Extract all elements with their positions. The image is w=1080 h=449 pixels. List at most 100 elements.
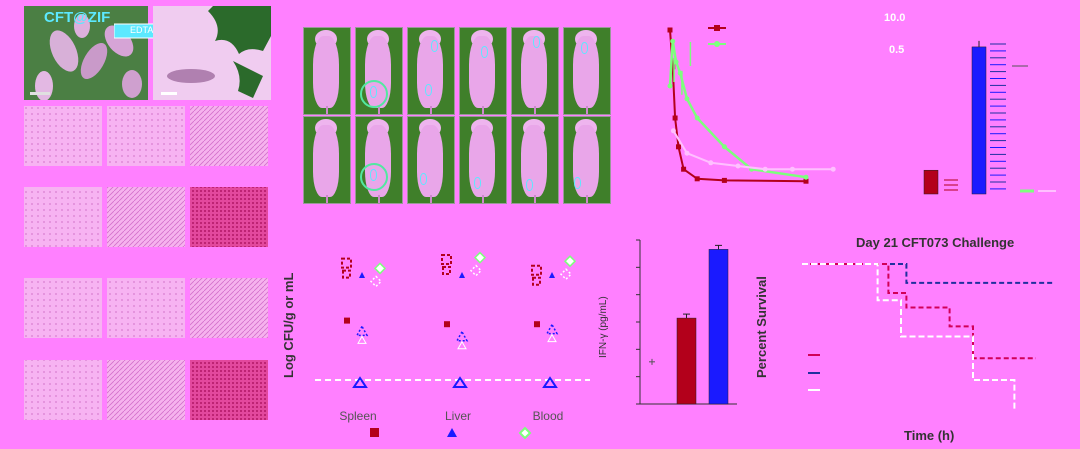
series-point (721, 144, 727, 150)
tumor-site-ring (360, 80, 388, 108)
series-point (670, 128, 676, 134)
category-label: Liver (445, 409, 471, 423)
series-point (670, 38, 676, 44)
series-point (684, 96, 690, 102)
data-point-triangle (357, 335, 367, 344)
mouse-image (563, 27, 611, 115)
legend-marker-green (714, 41, 720, 47)
bar (676, 317, 697, 405)
mouse-image (511, 27, 559, 115)
series-line (672, 130, 834, 171)
survival-curve (802, 263, 1054, 284)
sem-texture (24, 6, 148, 100)
mouse-image (355, 27, 403, 115)
mouse-image (407, 27, 455, 115)
series-point (735, 163, 741, 169)
series-point (830, 166, 836, 172)
data-point-triangle (452, 376, 468, 388)
series-line (669, 29, 807, 183)
series-point (803, 178, 809, 184)
series-point (681, 166, 687, 172)
survival-x-axis-title: Time (h) (904, 428, 955, 443)
bar (708, 249, 729, 405)
right-bar-chart (923, 40, 1056, 195)
data-point-triangle (459, 272, 465, 278)
series-point (673, 59, 679, 65)
cft-zif-label: CFT@ZIF (44, 9, 111, 26)
scatter-y-axis-title: Log CFU/g or mL (281, 272, 296, 378)
series-point (667, 27, 673, 33)
mouse-image (459, 116, 507, 204)
data-point-diamond (559, 268, 573, 281)
ifn-y-axis-title: IFN-γ (pg/mL) (598, 296, 609, 358)
mouse-image (407, 116, 455, 204)
legend-marker-red (714, 25, 720, 31)
data-point-triangle (542, 376, 558, 388)
data-point-square (341, 257, 352, 269)
data-point-square (444, 321, 450, 328)
histology-images (24, 106, 268, 420)
bar (971, 46, 987, 195)
data-point-diamond (369, 275, 383, 288)
data-point-triangle (547, 333, 557, 343)
data-point-triangle (359, 272, 365, 278)
survival-title: Day 21 CFT073 Challenge (856, 235, 1015, 250)
series-point (694, 176, 700, 182)
data-point-triangle (549, 272, 555, 278)
tem-micrograph-after-edta (153, 6, 271, 100)
legend-square-symbol (370, 428, 379, 437)
data-point-square (531, 264, 542, 276)
series-point (721, 177, 727, 183)
series-point (670, 64, 676, 70)
survival-y-axis-title: Percent Survival (754, 276, 769, 378)
legend-triangle-symbol (447, 428, 457, 437)
data-point-diamond (469, 264, 483, 277)
mouse-image (563, 116, 611, 204)
series-point (676, 144, 681, 150)
data-point-diamond (473, 251, 487, 264)
survival-curve (802, 263, 1036, 360)
data-point-diamond (563, 255, 577, 268)
ifn-gamma-bar-chart (636, 239, 737, 405)
bar (923, 169, 939, 195)
mouse-image (303, 27, 351, 115)
category-label: Blood (533, 409, 564, 423)
mouse-image (459, 27, 507, 115)
mouse-image (355, 116, 403, 204)
tick-label-mid: 0.5 (889, 44, 905, 56)
series-point (694, 115, 700, 121)
tick-label-top: 10.0 (884, 12, 906, 24)
mouse-image (511, 116, 559, 204)
tumor-site-ring (360, 163, 388, 191)
survival-curve (802, 263, 1016, 409)
data-point-triangle (545, 323, 559, 335)
kinetics-line-chart (667, 25, 836, 184)
data-point-square (342, 269, 351, 279)
series-point (789, 166, 795, 172)
data-point-triangle (457, 340, 467, 350)
organ-burden-scatter: Spleen Liver Blood (315, 251, 590, 440)
data-point-diamond (373, 262, 387, 275)
mouse-image (303, 116, 351, 204)
series-point (672, 115, 678, 121)
data-point-triangle (455, 330, 469, 342)
histology-grid (24, 106, 274, 431)
data-point-triangle (355, 324, 369, 337)
series-point (762, 166, 768, 172)
data-point-triangle (352, 376, 368, 388)
tem-texture (153, 6, 271, 100)
series-point (667, 83, 673, 89)
legend-diamond-symbol (518, 426, 532, 440)
data-point-square (442, 266, 451, 275)
series-point (803, 174, 809, 180)
sem-micrograph-cft-zif: CFT@ZIF (24, 6, 148, 100)
series-point (708, 160, 714, 166)
category-label: Spleen (339, 409, 376, 423)
data-point-square (441, 254, 452, 265)
data-point-square (532, 276, 541, 286)
edta-label: EDTA (130, 25, 154, 35)
data-point-square (534, 321, 540, 328)
series-point (684, 150, 690, 156)
data-point-square (344, 317, 350, 324)
survival-step-chart (802, 263, 1054, 409)
